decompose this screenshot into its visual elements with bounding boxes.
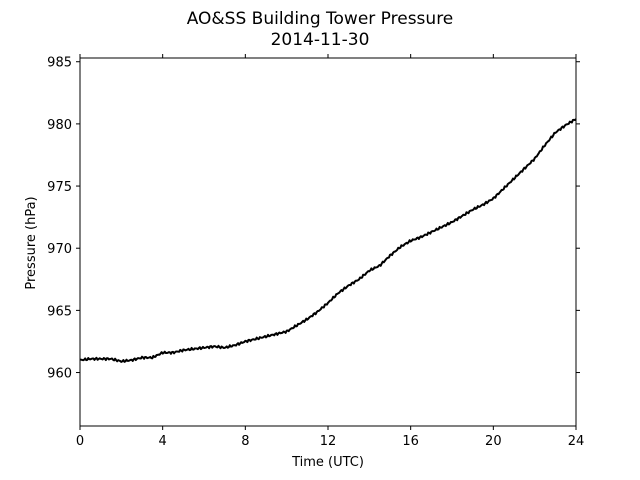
y-tick-label: 970 xyxy=(47,242,72,257)
x-tick-label: 12 xyxy=(320,434,337,449)
y-axis-label: Pressure (hPa) xyxy=(24,196,39,289)
chart-subtitle: 2014-11-30 xyxy=(271,30,370,50)
x-tick-label: 0 xyxy=(76,434,84,449)
x-tick-label: 24 xyxy=(568,434,585,449)
x-tick-label: 8 xyxy=(241,434,249,449)
y-axis: 960 965 970 975 980 985 xyxy=(47,56,580,382)
chart-title: AO&SS Building Tower Pressure xyxy=(187,9,454,29)
y-tick-label: 975 xyxy=(47,180,72,195)
x-tick-label: 4 xyxy=(159,434,167,449)
pressure-series-line xyxy=(79,118,577,363)
plot-frame xyxy=(79,57,577,427)
x-axis-label: Time (UTC) xyxy=(291,455,364,470)
x-tick-label: 16 xyxy=(402,434,419,449)
y-tick-label: 985 xyxy=(47,56,72,71)
x-axis: 0 4 8 12 16 20 24 xyxy=(76,54,584,449)
y-tick-label: 965 xyxy=(47,304,72,319)
x-tick-label: 20 xyxy=(485,434,502,449)
y-tick-label: 980 xyxy=(47,118,72,133)
y-tick-label: 960 xyxy=(47,367,72,382)
